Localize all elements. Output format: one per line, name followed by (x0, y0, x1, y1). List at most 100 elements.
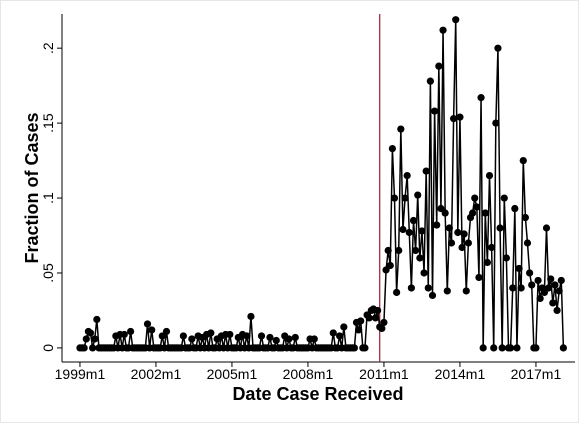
y-tick-label: .1 (40, 192, 56, 204)
marker (226, 330, 234, 339)
y-tick-label: .15 (40, 113, 56, 133)
marker (158, 332, 166, 340)
marker (450, 115, 458, 123)
marker (517, 284, 525, 292)
marker (266, 333, 274, 342)
marker (340, 323, 348, 331)
x-tick-label: 2005m1 (207, 366, 258, 382)
marker (553, 306, 561, 315)
marker (148, 326, 156, 334)
marker (483, 258, 491, 267)
marker (456, 113, 464, 121)
marker (542, 224, 551, 232)
marker (272, 336, 280, 345)
marker (443, 287, 451, 295)
marker (188, 335, 196, 343)
marker (143, 320, 152, 328)
marker (464, 239, 472, 247)
marker (469, 209, 477, 217)
marker (559, 344, 567, 352)
marker (374, 306, 382, 315)
x-tick-label: 2002m1 (131, 366, 182, 382)
marker (380, 318, 388, 327)
marker (93, 315, 101, 324)
marker (475, 273, 483, 282)
marker (285, 335, 293, 343)
x-tick-label: 2017m1 (511, 366, 562, 382)
marker (412, 246, 420, 255)
marker (397, 125, 405, 133)
marker (536, 294, 544, 303)
marker (329, 329, 337, 337)
marker (555, 287, 563, 295)
marker (291, 333, 299, 342)
marker (528, 281, 536, 289)
marker (384, 246, 392, 255)
marker (488, 243, 496, 252)
x-tick-label: 2011m1 (359, 366, 409, 382)
marker (515, 264, 523, 273)
marker (458, 243, 466, 252)
marker (426, 77, 434, 85)
marker (310, 335, 318, 343)
marker (80, 344, 88, 352)
marker (435, 62, 443, 70)
marker (441, 209, 449, 217)
marker (519, 156, 527, 165)
marker (428, 291, 437, 300)
marker (540, 288, 548, 297)
marker (526, 269, 534, 277)
marker (82, 335, 90, 343)
marker (471, 194, 479, 202)
y-axis-title: Fraction of Cases (22, 112, 42, 263)
marker (357, 317, 365, 325)
marker (401, 194, 409, 202)
marker (416, 254, 424, 262)
marker (395, 246, 403, 255)
marker (162, 327, 171, 336)
marker (479, 344, 487, 352)
marker (350, 344, 358, 352)
y-tick-label: .05 (40, 263, 56, 283)
marker (545, 284, 553, 292)
marker (460, 230, 468, 238)
marker (247, 312, 255, 321)
marker (445, 224, 453, 232)
marker (420, 269, 428, 277)
marker (496, 224, 504, 232)
marker (549, 299, 557, 307)
x-tick-label: 1999m1 (55, 366, 106, 382)
x-tick-label: 2008m1 (283, 366, 334, 382)
marker (371, 314, 380, 322)
marker (355, 326, 363, 334)
marker (365, 314, 373, 322)
marker (418, 227, 426, 235)
marker (403, 171, 411, 180)
marker (513, 344, 521, 352)
marker (207, 329, 215, 337)
marker (452, 16, 460, 24)
marker (414, 191, 422, 199)
marker (433, 221, 441, 229)
marker (485, 171, 494, 180)
marker (431, 107, 439, 115)
marker (382, 266, 390, 274)
marker (393, 288, 401, 297)
marker (523, 239, 532, 247)
marker (120, 330, 128, 339)
marker (388, 144, 396, 153)
marker (179, 332, 187, 340)
marker (424, 284, 432, 292)
y-tick-label: .2 (40, 42, 56, 54)
marker (454, 228, 462, 237)
marker (557, 276, 565, 285)
marker (386, 261, 394, 270)
marker (502, 254, 510, 262)
marker (521, 213, 529, 222)
marker (361, 344, 369, 352)
marker (89, 344, 97, 352)
marker (509, 284, 517, 292)
marker (127, 327, 135, 336)
